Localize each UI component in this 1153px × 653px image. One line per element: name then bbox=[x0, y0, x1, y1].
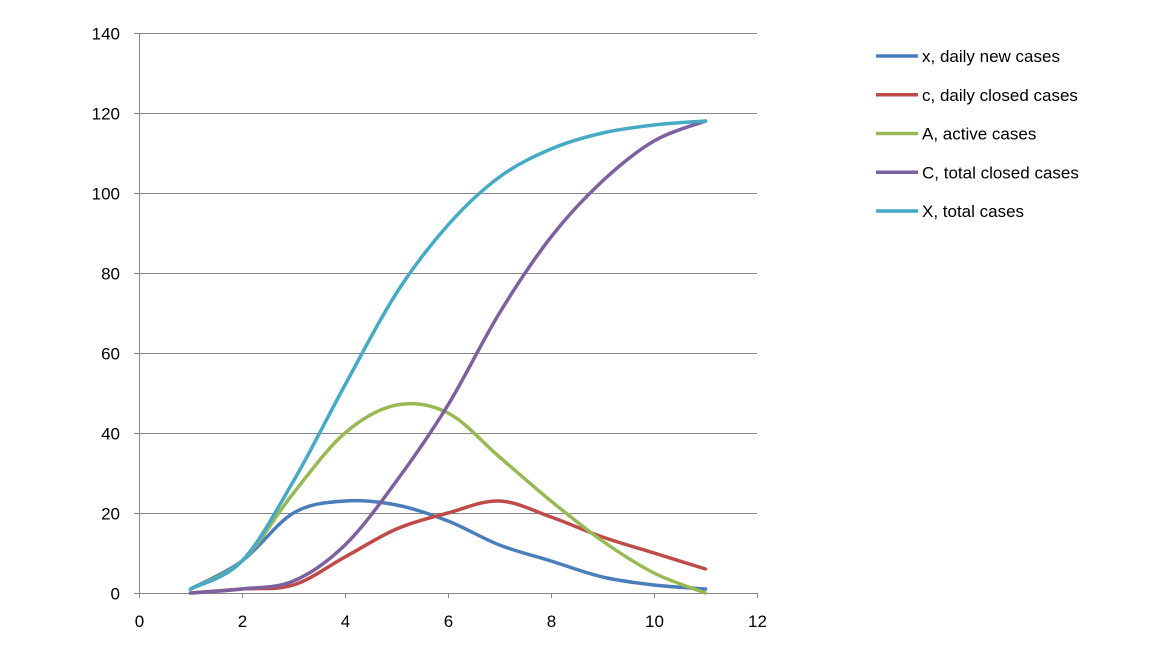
series-line-x-daily-new-cases bbox=[188, 498, 708, 591]
x-tick-label: 12 bbox=[748, 612, 767, 631]
x-tick-label: 10 bbox=[645, 612, 664, 631]
y-tick-label: 40 bbox=[101, 425, 120, 444]
y-tick-label: 80 bbox=[101, 265, 120, 284]
x-tick-label: 0 bbox=[135, 612, 144, 631]
series-lines bbox=[188, 119, 708, 595]
x-tick-label: 6 bbox=[444, 612, 453, 631]
legend-label-c-total-closed-cases: C, total closed cases bbox=[922, 163, 1079, 182]
y-tick-label: 20 bbox=[101, 505, 120, 524]
grid-lines bbox=[139, 33, 757, 514]
y-tick-label: 100 bbox=[92, 185, 120, 204]
legend-label-x-total-cases: X, total cases bbox=[922, 202, 1024, 221]
legend: x, daily new cases c, daily closed cases A… bbox=[876, 47, 1079, 221]
y-tick-label: 0 bbox=[111, 585, 120, 604]
axes: 0 20 40 60 80 100 120 140 0 2 4 6 8 10 12 bbox=[92, 25, 767, 632]
x-tick-label: 8 bbox=[547, 612, 556, 631]
series-line-a-active-cases bbox=[188, 401, 708, 595]
y-tick-label: 120 bbox=[92, 105, 120, 124]
x-tick-label: 4 bbox=[341, 612, 350, 631]
series-line-c-daily-closed-cases bbox=[188, 499, 708, 595]
legend-label-x-daily-new-cases: x, daily new cases bbox=[922, 47, 1060, 66]
y-tick-label: 60 bbox=[101, 345, 120, 364]
legend-label-c-daily-closed-cases: c, daily closed cases bbox=[922, 86, 1078, 105]
series-line-x-total-cases bbox=[188, 119, 708, 591]
y-tick-label: 140 bbox=[92, 25, 120, 44]
series-line-c-total-closed-cases bbox=[188, 119, 708, 595]
legend-label-a-active-cases: A, active cases bbox=[922, 125, 1036, 144]
x-tick-label: 2 bbox=[238, 612, 247, 631]
